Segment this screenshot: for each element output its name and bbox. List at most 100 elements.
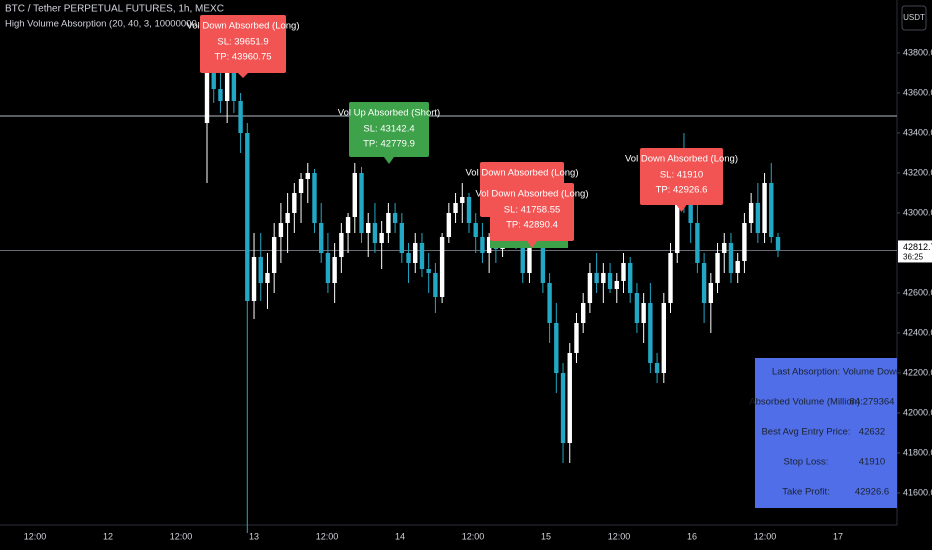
candle-body (735, 261, 740, 273)
annotation-line: SL: 43142.4 (363, 124, 414, 135)
y-tick-label: 41600.0 (903, 487, 932, 497)
annotation-line: SL: 39651.9 (217, 37, 268, 48)
annotation: Vol Down Absorbed (Long) SL: 41758.55 TP: … (475, 183, 589, 248)
y-tick-label: 41800.0 (903, 447, 932, 457)
indicator-label: High Volume Absorption (20, 40, 3, 10000… (5, 19, 250, 30)
annotation-title: Vol Down Absorbed (Long) (186, 21, 299, 32)
candle-body (486, 237, 492, 253)
table-label: Stop Loss: (784, 457, 829, 468)
candle-body (641, 303, 646, 323)
candle-body (634, 293, 640, 323)
y-tick-label: 42400.0 (903, 327, 932, 337)
candle-body (560, 373, 566, 443)
y-tick-label: 42200.0 (903, 367, 932, 377)
candle-body (567, 353, 572, 443)
annotation-pointer (527, 241, 537, 248)
candle-body (668, 253, 673, 303)
candle-body (540, 237, 546, 283)
candle-body (285, 213, 290, 223)
candle-body (769, 183, 774, 237)
candle-body (265, 273, 270, 283)
candle-body (614, 281, 619, 289)
candle-body (278, 223, 284, 237)
candle-body (574, 323, 579, 353)
candle-body (298, 179, 304, 193)
x-tick-label: 12:00 (24, 531, 47, 541)
candle-body (426, 269, 431, 273)
y-tick-label: 43800.0 (903, 47, 932, 57)
x-tick-label: 14 (395, 531, 405, 541)
candle-body (453, 203, 458, 213)
candle-body (654, 363, 660, 373)
candle-body (628, 263, 633, 293)
candle-body (251, 257, 257, 301)
annotation-line: TP: 42890.4 (506, 220, 558, 231)
candle-body (224, 69, 230, 101)
x-tick-label: 13 (249, 531, 259, 541)
candle-body (439, 237, 445, 297)
annotation: Vol Up Absorbed (Short) SL: 43142.4 TP: 42… (338, 102, 440, 164)
candle-body (728, 243, 734, 273)
x-tick-label: 12:00 (316, 531, 339, 541)
candle-body (339, 233, 344, 257)
currency-button[interactable] (901, 5, 927, 31)
candle-body (715, 253, 720, 283)
candle-body (554, 323, 559, 373)
candle-body (466, 197, 472, 223)
candle-body (722, 243, 727, 253)
candle-body (755, 203, 761, 233)
candle-body (345, 217, 351, 233)
table-label: Last Absorption: (772, 367, 840, 378)
candle-body (366, 223, 371, 233)
table-value: 41910 (859, 457, 885, 468)
x-tick-label: 12:00 (754, 531, 777, 541)
candle-body (688, 203, 693, 223)
candle-body (675, 193, 680, 253)
candle-body (775, 237, 781, 251)
annotation-line: SL: 41910 (660, 170, 703, 181)
candle-body (204, 73, 210, 123)
last-price-label: 42812.7 (903, 242, 932, 252)
candle-body (359, 173, 364, 233)
candle-body (238, 101, 243, 133)
candle-body (520, 243, 525, 273)
candle-body (701, 263, 707, 303)
candle-body (271, 237, 277, 273)
candle-body (433, 273, 438, 297)
candle-body (413, 243, 418, 263)
table-value: 42632 (859, 427, 885, 438)
table-value: 42926.6 (855, 487, 889, 498)
candle-body (419, 243, 425, 269)
annotation: Vol Down Absorbed (Long) SL: 41910 TP: 429… (625, 148, 738, 212)
x-tick-label: 12:00 (462, 531, 485, 541)
annotation-line: SL: 41758.55 (504, 205, 561, 216)
candle-body (319, 223, 324, 253)
annotation-box (200, 15, 286, 73)
y-tick-label: 43600.0 (903, 87, 932, 97)
candle-body (480, 237, 485, 253)
annotation-title: Vol Down Absorbed (Long) (465, 168, 578, 179)
candle-body (406, 253, 411, 263)
annotation-title: Vol Down Absorbed (Long) (625, 154, 738, 165)
candle-body (621, 263, 626, 281)
candle-body (547, 283, 552, 323)
candle-body (399, 223, 405, 253)
candle-body (258, 257, 263, 283)
candle-body (372, 223, 378, 243)
annotation-line: TP: 42779.9 (363, 139, 415, 150)
y-tick-label: 43400.0 (903, 127, 932, 137)
currency-button-label[interactable]: USDT (903, 13, 925, 22)
candle-body (708, 283, 714, 303)
candle-body (379, 233, 384, 243)
y-tick-label: 42600.0 (903, 287, 932, 297)
annotation-box (640, 148, 723, 205)
candle-body (211, 73, 216, 89)
annotation-line: TP: 42926.6 (656, 185, 708, 196)
chart-title: BTC / Tether PERPETUAL FUTURES, 1h, MEXC (5, 4, 224, 15)
candle-body (386, 213, 391, 233)
x-tick-label: 12:00 (608, 531, 631, 541)
annotation-title: Vol Up Absorbed (Short) (338, 108, 440, 119)
table-value: Volume Down (843, 367, 902, 378)
candle-body (648, 303, 653, 363)
